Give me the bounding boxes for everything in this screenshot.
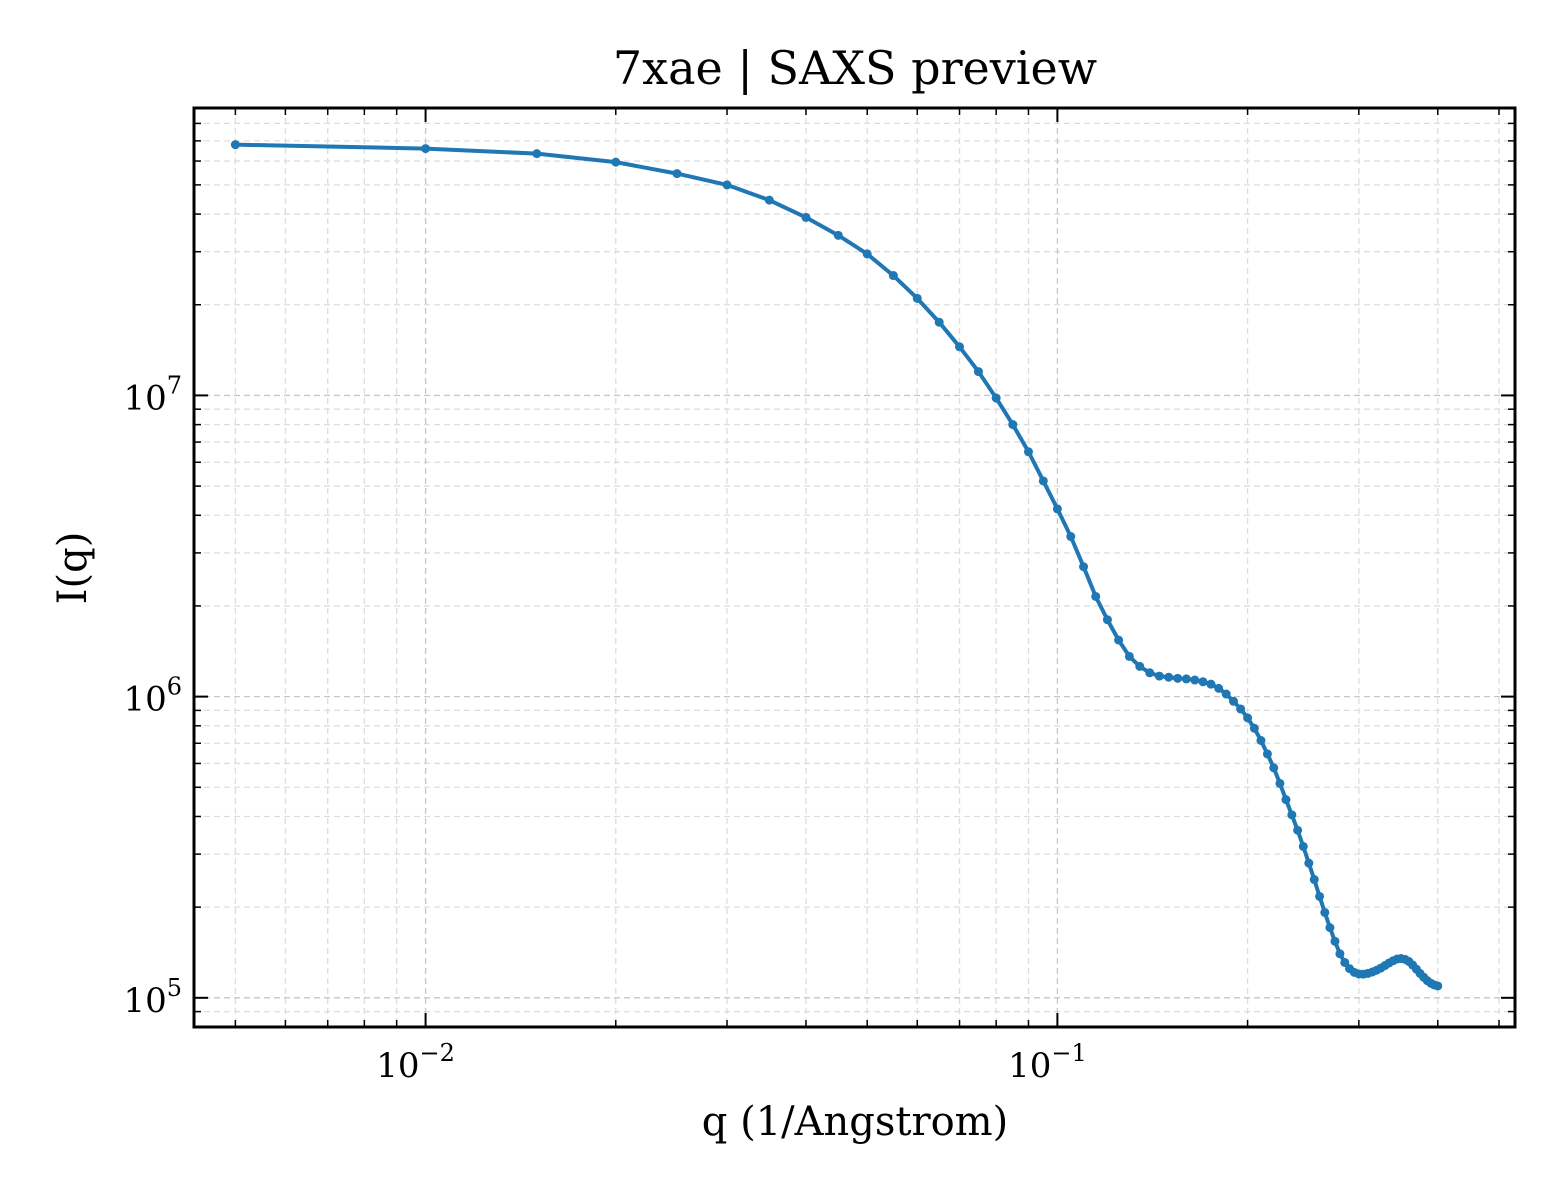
data-point — [1433, 981, 1443, 991]
data-point — [862, 249, 872, 259]
data-point — [1135, 661, 1145, 671]
data-point — [1124, 651, 1134, 661]
data-point — [1340, 957, 1350, 967]
data-point — [1330, 936, 1340, 946]
data-point — [1229, 696, 1239, 706]
data-point — [1164, 672, 1174, 682]
data-point — [672, 169, 682, 179]
data-point — [1320, 907, 1330, 917]
y-tick-label: 107 — [123, 371, 182, 418]
data-point — [801, 212, 811, 222]
data-point — [1206, 679, 1216, 689]
y-tick-label: 106 — [123, 673, 182, 720]
data-point — [611, 157, 621, 167]
x-tick-label: 10−2 — [376, 1039, 455, 1086]
data-point — [1214, 683, 1224, 693]
data-point — [991, 393, 1001, 403]
x-axis-label: q (1/Angstrom) — [702, 1099, 1008, 1145]
data-point — [1091, 591, 1101, 601]
data-point — [1325, 923, 1335, 933]
data-point — [1023, 447, 1033, 457]
data-point — [1079, 562, 1089, 572]
y-axis-label: I(q) — [50, 532, 96, 605]
plot-frame — [192, 106, 1517, 1029]
data-point — [1293, 825, 1303, 835]
data-point — [955, 342, 965, 352]
series-layer — [230, 140, 1443, 991]
data-point — [888, 271, 898, 281]
data-point — [1243, 713, 1253, 723]
data-point — [1154, 671, 1164, 681]
data-point — [1038, 476, 1048, 486]
data-point — [1298, 841, 1308, 851]
data-point — [1236, 704, 1246, 714]
data-point — [1008, 420, 1018, 430]
data-point — [912, 293, 922, 303]
data-point — [1309, 875, 1319, 885]
chart-title: 7xae | SAXS preview — [613, 41, 1097, 95]
data-point — [1335, 949, 1345, 959]
data-point — [1262, 749, 1272, 759]
data-point — [1066, 532, 1076, 542]
data-point — [1269, 763, 1279, 773]
data-point — [1198, 677, 1208, 687]
data-point — [1190, 675, 1200, 685]
data-point — [1221, 689, 1231, 699]
data-point — [1181, 674, 1191, 684]
data-point — [934, 317, 944, 327]
data-point — [1287, 810, 1297, 820]
ticks: 10−2 10−1 105 106 107 — [123, 107, 1515, 1086]
y-tick-label: 105 — [123, 974, 182, 1021]
data-point — [833, 230, 843, 240]
data-point — [1275, 778, 1285, 788]
x-tick-label: 10−1 — [1008, 1039, 1087, 1086]
data-point — [532, 149, 542, 159]
data-point — [421, 144, 431, 154]
data-point — [1304, 858, 1314, 868]
data-point — [1145, 668, 1155, 678]
data-point — [1114, 635, 1124, 645]
data-point — [1315, 891, 1325, 901]
data-point — [1256, 736, 1266, 745]
data-point — [230, 140, 240, 150]
data-point — [764, 195, 774, 205]
grid — [194, 107, 1515, 1028]
data-point — [1102, 615, 1112, 625]
data-point — [1281, 795, 1291, 805]
data-point — [722, 180, 732, 190]
data-point — [1173, 673, 1183, 683]
data-point — [1249, 723, 1259, 733]
data-point — [1052, 504, 1062, 514]
data-point — [973, 367, 983, 377]
